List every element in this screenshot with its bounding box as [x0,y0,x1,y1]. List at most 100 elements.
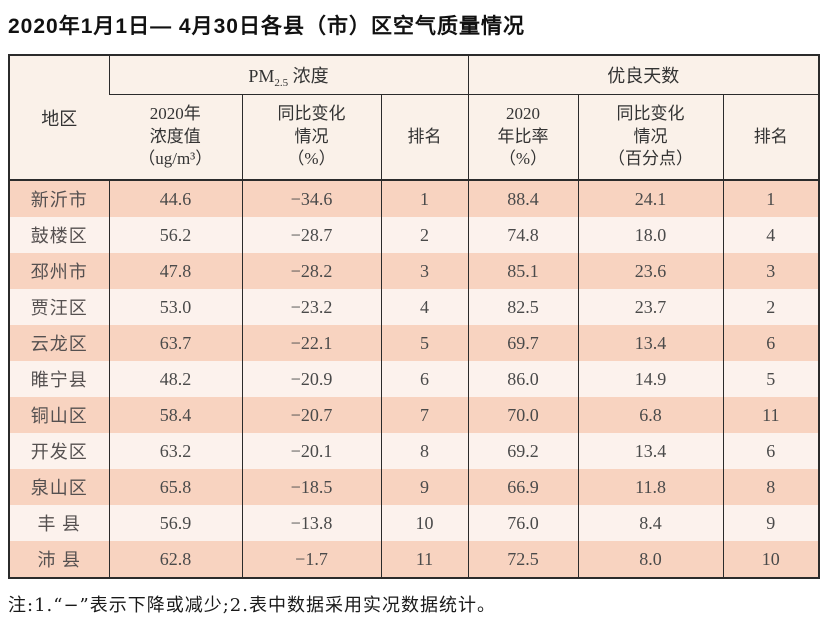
table-row: 睢宁县 48.2 −20.9 6 86.0 14.9 5 [9,361,820,397]
cell-value: 76.0 [467,505,579,541]
col-header-gd-rank: 排名 [722,94,820,181]
pm25-group-header: PM2.5 浓度 [108,55,469,95]
col-header-pm-value: 2020年 浓度值 （ug/m³） [109,94,242,181]
cell-value: 3 [722,253,820,289]
cell-value: −23.2 [241,289,381,325]
page-title: 2020年1月1日— 4月30日各县（市）区空气质量情况 [8,15,525,38]
cell-value: −18.5 [241,469,381,505]
table-row: 泉山区 65.8 −18.5 9 66.9 11.8 8 [9,469,820,505]
table-row: 云龙区 63.7 −22.1 5 69.7 13.4 6 [9,325,820,361]
cell-value: 74.8 [467,217,579,253]
cell-region: 铜山区 [9,397,109,433]
cell-value: −22.1 [241,325,381,361]
cell-value: 85.1 [467,253,579,289]
cell-region: 沛 县 [9,541,109,578]
cell-value: 6 [380,361,469,397]
cell-region: 新沂市 [9,180,109,217]
cell-region: 开发区 [9,433,109,469]
cell-value: 63.7 [108,325,242,361]
cell-value: −20.7 [241,397,381,433]
cell-value: 66.9 [467,469,579,505]
cell-value: 23.6 [577,253,724,289]
sub-header-row: 2020年 浓度值 （ug/m³） 同比变化 情况 （%） 排名 2020 年比… [9,94,820,181]
cell-value: 13.4 [577,325,724,361]
region-column-header: 地区 [9,55,109,181]
table-row: 邳州市 47.8 −28.2 3 85.1 23.6 3 [9,253,820,289]
cell-region: 贾汪区 [9,289,109,325]
cell-value: −20.9 [241,361,381,397]
cell-value: 11 [722,397,820,433]
table-body: 新沂市 44.6 −34.6 1 88.4 24.1 1 鼓楼区 56.2 −28.7 2 74.8 1… [9,180,820,578]
cell-value: 1 [380,180,469,217]
cell-value: 7 [380,397,469,433]
cell-region: 泉山区 [9,469,109,505]
cell-region: 睢宁县 [9,361,109,397]
cell-value: 8.0 [577,541,724,578]
cell-value: 9 [380,469,469,505]
cell-value: −20.1 [241,433,381,469]
air-quality-table: 地区 PM2.5 浓度 优良天数 2020年 浓度值 （ug/m³） 同比变化 … [8,54,821,579]
cell-value: 10 [722,541,820,578]
cell-value: 8.4 [577,505,724,541]
cell-value: 6 [722,325,820,361]
cell-value: 13.4 [577,433,724,469]
cell-value: 63.2 [108,433,242,469]
table-row: 铜山区 58.4 −20.7 7 70.0 6.8 11 [9,397,820,433]
cell-value: 4 [380,289,469,325]
cell-value: 9 [722,505,820,541]
cell-region: 丰 县 [9,505,109,541]
table-footnote: 注:1.“−”表示下降或减少;2.表中数据采用实况数据统计。 [8,595,496,616]
cell-value: 69.7 [467,325,579,361]
cell-region: 云龙区 [9,325,109,361]
group-header-row: 地区 PM2.5 浓度 优良天数 [9,55,820,181]
pm25-label-prefix: PM [248,66,275,86]
cell-value: 47.8 [108,253,242,289]
cell-value: 2 [722,289,820,325]
cell-value: 2 [380,217,469,253]
cell-value: 88.4 [467,180,579,217]
cell-value: 11.8 [577,469,724,505]
cell-value: 8 [722,469,820,505]
cell-value: 11 [380,541,469,578]
table-row: 开发区 63.2 −20.1 8 69.2 13.4 6 [9,433,820,469]
cell-region: 鼓楼区 [9,217,109,253]
cell-value: −28.2 [241,253,381,289]
cell-value: 8 [380,433,469,469]
cell-value: 62.8 [108,541,242,578]
cell-value: 86.0 [467,361,579,397]
table-row: 新沂市 44.6 −34.6 1 88.4 24.1 1 [9,180,820,217]
table-row: 贾汪区 53.0 −23.2 4 82.5 23.7 2 [9,289,820,325]
table-row: 沛 县 62.8 −1.7 11 72.5 8.0 10 [9,541,820,578]
cell-value: 82.5 [467,289,579,325]
cell-value: 1 [722,180,820,217]
cell-value: −28.7 [241,217,381,253]
col-header-gd-change: 同比变化 情况 （百分点） [577,94,724,181]
cell-value: 14.9 [577,361,724,397]
cell-value: 23.7 [577,289,724,325]
col-header-gd-rate: 2020 年比率 （%） [467,94,579,181]
cell-value: 48.2 [108,361,242,397]
cell-value: 56.2 [108,217,242,253]
cell-value: −13.8 [241,505,381,541]
table-header: 地区 PM2.5 浓度 优良天数 2020年 浓度值 （ug/m³） 同比变化 … [9,55,820,181]
cell-value: 65.8 [108,469,242,505]
pm25-label-suffix: 浓度 [288,66,329,86]
col-header-pm-change: 同比变化 情况 （%） [241,94,381,181]
cell-value: 24.1 [577,180,724,217]
cell-value: 58.4 [108,397,242,433]
cell-value: 10 [380,505,469,541]
cell-value: 44.6 [108,180,242,217]
cell-value: 56.9 [108,505,242,541]
col-header-pm-rank: 排名 [380,94,469,181]
cell-value: 5 [722,361,820,397]
cell-value: 6 [722,433,820,469]
cell-value: 3 [380,253,469,289]
cell-value: −1.7 [241,541,381,578]
table-row: 丰 县 56.9 −13.8 10 76.0 8.4 9 [9,505,820,541]
cell-value: 70.0 [467,397,579,433]
table-row: 鼓楼区 56.2 −28.7 2 74.8 18.0 4 [9,217,820,253]
cell-value: 18.0 [577,217,724,253]
cell-value: 69.2 [467,433,579,469]
cell-value: 4 [722,217,820,253]
